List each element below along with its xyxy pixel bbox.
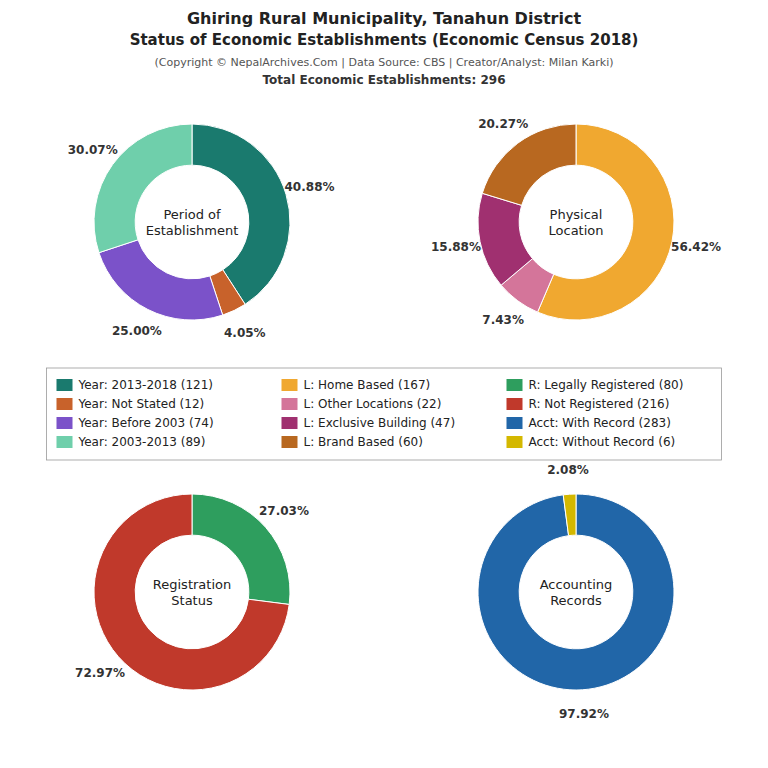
title: Ghiring Rural Municipality, Tanahun Dist… [187, 9, 581, 28]
slices [94, 494, 290, 690]
slices [478, 494, 674, 690]
legend-swatch [282, 436, 298, 448]
legend-item: L: Exclusive Building (47) [282, 416, 456, 430]
legend-item: Year: Not Stated (12) [57, 397, 205, 411]
donut: PhysicalLocation 56.42% 7.43% 15.88% 20.27% [431, 117, 721, 328]
donut: Period ofEstablishment 40.88% 4.05% 25.00% 3… [68, 124, 335, 340]
slice [563, 494, 576, 536]
title: Status of Economic Establishments (Econo… [130, 31, 639, 49]
legend-swatch [282, 379, 298, 391]
legend-label: R: Not Registered (216) [529, 397, 670, 411]
slices [94, 124, 290, 320]
legend-item: L: Home Based (167) [282, 378, 431, 392]
center-label-line: Location [549, 223, 604, 238]
title-block: Ghiring Rural Municipality, Tanahun Dist… [130, 9, 639, 87]
data-label: 40.88% [285, 180, 335, 194]
legend-swatch [507, 436, 523, 448]
legend-label: Year: Not Stated (12) [78, 397, 205, 411]
legend-label: L: Home Based (167) [304, 378, 431, 392]
center-label-line: Accounting [540, 577, 613, 592]
legend-swatch [57, 379, 73, 391]
data-label: 25.00% [112, 324, 162, 338]
data-labels: 27.03% 72.97% [75, 504, 309, 680]
slice [478, 193, 533, 285]
center-label: PhysicalLocation [549, 207, 604, 238]
data-label: 56.42% [671, 240, 721, 254]
center-label-line: Establishment [146, 223, 239, 238]
center-label-line: Registration [153, 577, 231, 592]
slice [99, 240, 223, 320]
legend-swatch [57, 417, 73, 429]
data-label: 72.97% [75, 666, 125, 680]
subtitle: (Copyright © NepalArchives.Com | Data So… [154, 56, 613, 69]
data-label: 30.07% [68, 143, 118, 157]
slice [482, 124, 576, 205]
legend-label: R: Legally Registered (80) [529, 378, 684, 392]
center-label-line: Period of [163, 207, 221, 222]
legend-label: L: Exclusive Building (47) [304, 416, 456, 430]
legend-item: Acct: Without Record (6) [507, 435, 676, 449]
data-labels: 40.88% 4.05% 25.00% 30.07% [68, 143, 335, 339]
data-label: 7.43% [482, 313, 524, 327]
legend-label: Year: 2003-2013 (89) [78, 435, 206, 449]
legend-item: Year: 2003-2013 (89) [57, 435, 206, 449]
donut: RegistrationStatus 27.03% 72.97% [75, 494, 309, 690]
data-label: 4.05% [224, 326, 266, 340]
legend-swatch [507, 398, 523, 410]
legend-frame [47, 368, 722, 460]
slice [478, 494, 674, 690]
legend-item: R: Not Registered (216) [507, 397, 670, 411]
legend-item: Year: 2013-2018 (121) [57, 378, 214, 392]
center-label-line: Physical [550, 207, 603, 222]
legend-item: Acct: With Record (283) [507, 416, 671, 430]
donut: AccountingRecords 97.92% 2.08% [478, 463, 674, 721]
slices [478, 124, 674, 320]
data-labels: 56.42% 7.43% 15.88% 20.27% [431, 117, 721, 328]
legend-swatch [507, 379, 523, 391]
data-label: 27.03% [259, 504, 309, 518]
legend-swatch [57, 398, 73, 410]
legend-swatch [282, 398, 298, 410]
legend-swatch [57, 436, 73, 448]
legend-label: Acct: Without Record (6) [529, 435, 676, 449]
center-label-line: Records [550, 593, 602, 608]
data-labels: 97.92% 2.08% [547, 463, 609, 721]
center-label: AccountingRecords [540, 577, 613, 608]
legend-item: L: Other Locations (22) [282, 397, 442, 411]
legend-label: Year: Before 2003 (74) [78, 416, 214, 430]
legend-label: L: Other Locations (22) [304, 397, 442, 411]
legend: Year: 2013-2018 (121) Year: Not Stated (1… [47, 368, 722, 460]
center-label-line: Status [171, 593, 213, 608]
data-label: 97.92% [559, 707, 609, 721]
center-label: RegistrationStatus [153, 577, 231, 608]
data-label: 2.08% [547, 463, 589, 477]
data-label: 20.27% [478, 117, 528, 131]
center-label: Period ofEstablishment [146, 207, 239, 238]
legend-item: Year: Before 2003 (74) [57, 416, 214, 430]
annotation: Total Economic Establishments: 296 [263, 73, 506, 87]
legend-label: Acct: With Record (283) [529, 416, 671, 430]
legend-swatch [282, 417, 298, 429]
legend-label: L: Brand Based (60) [304, 435, 423, 449]
legend-label: Year: 2013-2018 (121) [78, 378, 214, 392]
legend-item: L: Brand Based (60) [282, 435, 423, 449]
data-label: 15.88% [431, 240, 481, 254]
legend-item: R: Legally Registered (80) [507, 378, 684, 392]
slice [94, 494, 289, 690]
legend-swatch [507, 417, 523, 429]
chart: Ghiring Rural Municipality, Tanahun Dist… [0, 0, 768, 768]
